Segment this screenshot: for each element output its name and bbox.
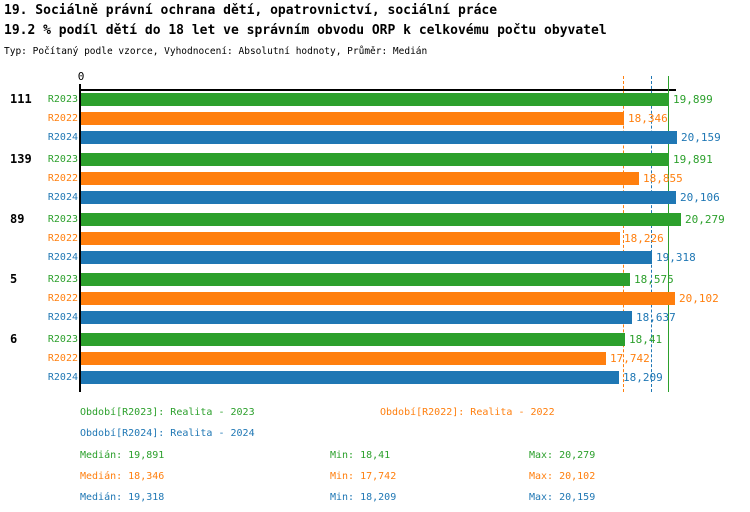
max-stat-r2023: Max: 20,279	[529, 450, 596, 461]
legend-item-r2022: Období[R2022]: Realita - 2022	[380, 407, 555, 418]
group-label: 89	[10, 212, 25, 226]
series-label-R2023: R2023	[47, 334, 78, 345]
legend-item-r2023: Období[R2023]: Realita - 2023	[80, 407, 255, 418]
group-label: 6	[10, 332, 18, 346]
bar-R2022	[81, 112, 624, 125]
series-label-R2022: R2022	[47, 113, 78, 124]
bar-value-label: 19,318	[656, 251, 696, 264]
bar-R2024	[81, 191, 676, 204]
series-label-R2024: R2024	[47, 312, 78, 323]
group-label: 111	[10, 92, 32, 106]
bar-value-label: 19,899	[673, 93, 713, 106]
bar-R2022	[81, 232, 620, 245]
bar-value-label: 18,855	[643, 172, 683, 185]
series-label-R2024: R2024	[47, 192, 78, 203]
bar-R2023	[81, 273, 630, 286]
max-stat-r2024: Max: 20,159	[529, 492, 596, 503]
bar-value-label: 17,742	[610, 352, 650, 365]
bar-R2022	[81, 292, 675, 305]
y-axis-line	[79, 84, 81, 392]
series-label-R2023: R2023	[47, 154, 78, 165]
bar-R2022	[81, 172, 639, 185]
chart-meta-line: Typ: Počítaný podle vzorce, Vyhodnocení:…	[4, 46, 428, 57]
series-label-R2024: R2024	[47, 132, 78, 143]
bar-value-label: 19,891	[673, 153, 713, 166]
bar-R2024	[81, 131, 677, 144]
bar-value-label: 20,102	[679, 292, 719, 305]
bar-value-label: 20,279	[685, 213, 725, 226]
max-stat-r2022: Max: 20,102	[529, 471, 596, 482]
median-stat-r2022: Medián: 18,346	[80, 471, 165, 482]
group-label: 139	[10, 152, 32, 166]
series-label-R2022: R2022	[47, 173, 78, 184]
page-title: 19. Sociálně právní ochrana dětí, opatro…	[4, 3, 498, 18]
bar-value-label: 18,346	[628, 112, 668, 125]
group-label: 5	[10, 272, 18, 286]
series-label-R2024: R2024	[47, 252, 78, 263]
series-label-R2022: R2022	[47, 293, 78, 304]
legend-item-r2024: Období[R2024]: Realita - 2024	[80, 428, 255, 439]
min-stat-r2024: Min: 18,209	[330, 492, 397, 503]
bar-R2023	[81, 93, 669, 106]
median-stat-r2024: Medián: 19,318	[80, 492, 165, 503]
median-line-R2023	[668, 76, 669, 392]
bar-value-label: 18,41	[629, 333, 663, 346]
x-axis-line	[79, 89, 676, 91]
bar-value-label: 18,575	[634, 273, 674, 286]
bar-R2024	[81, 311, 632, 324]
series-label-R2022: R2022	[47, 353, 78, 364]
min-stat-r2022: Min: 17,742	[330, 471, 397, 482]
bar-value-label: 18,637	[636, 311, 676, 324]
bar-R2024	[81, 251, 652, 264]
x-axis-zero-tick-label: 0	[77, 70, 85, 83]
bar-value-label: 18,209	[623, 371, 663, 384]
bar-value-label: 18,226	[624, 232, 664, 245]
bar-value-label: 20,106	[680, 191, 720, 204]
median-line-R2024	[651, 76, 652, 392]
bar-value-label: 20,159	[681, 131, 721, 144]
median-line-R2022	[623, 76, 624, 392]
series-label-R2023: R2023	[47, 94, 78, 105]
min-stat-r2023: Min: 18,41	[330, 450, 391, 461]
bar-R2023	[81, 213, 681, 226]
indicator-title: 19.2 % podíl dětí do 18 let ve správním …	[4, 23, 607, 38]
series-label-R2023: R2023	[47, 214, 78, 225]
median-stat-r2023: Medián: 19,891	[80, 450, 165, 461]
bar-R2022	[81, 352, 606, 365]
series-label-R2023: R2023	[47, 274, 78, 285]
bar-R2023	[81, 333, 625, 346]
series-label-R2022: R2022	[47, 233, 78, 244]
series-label-R2024: R2024	[47, 372, 78, 383]
bar-R2024	[81, 371, 619, 384]
bar-R2023	[81, 153, 669, 166]
